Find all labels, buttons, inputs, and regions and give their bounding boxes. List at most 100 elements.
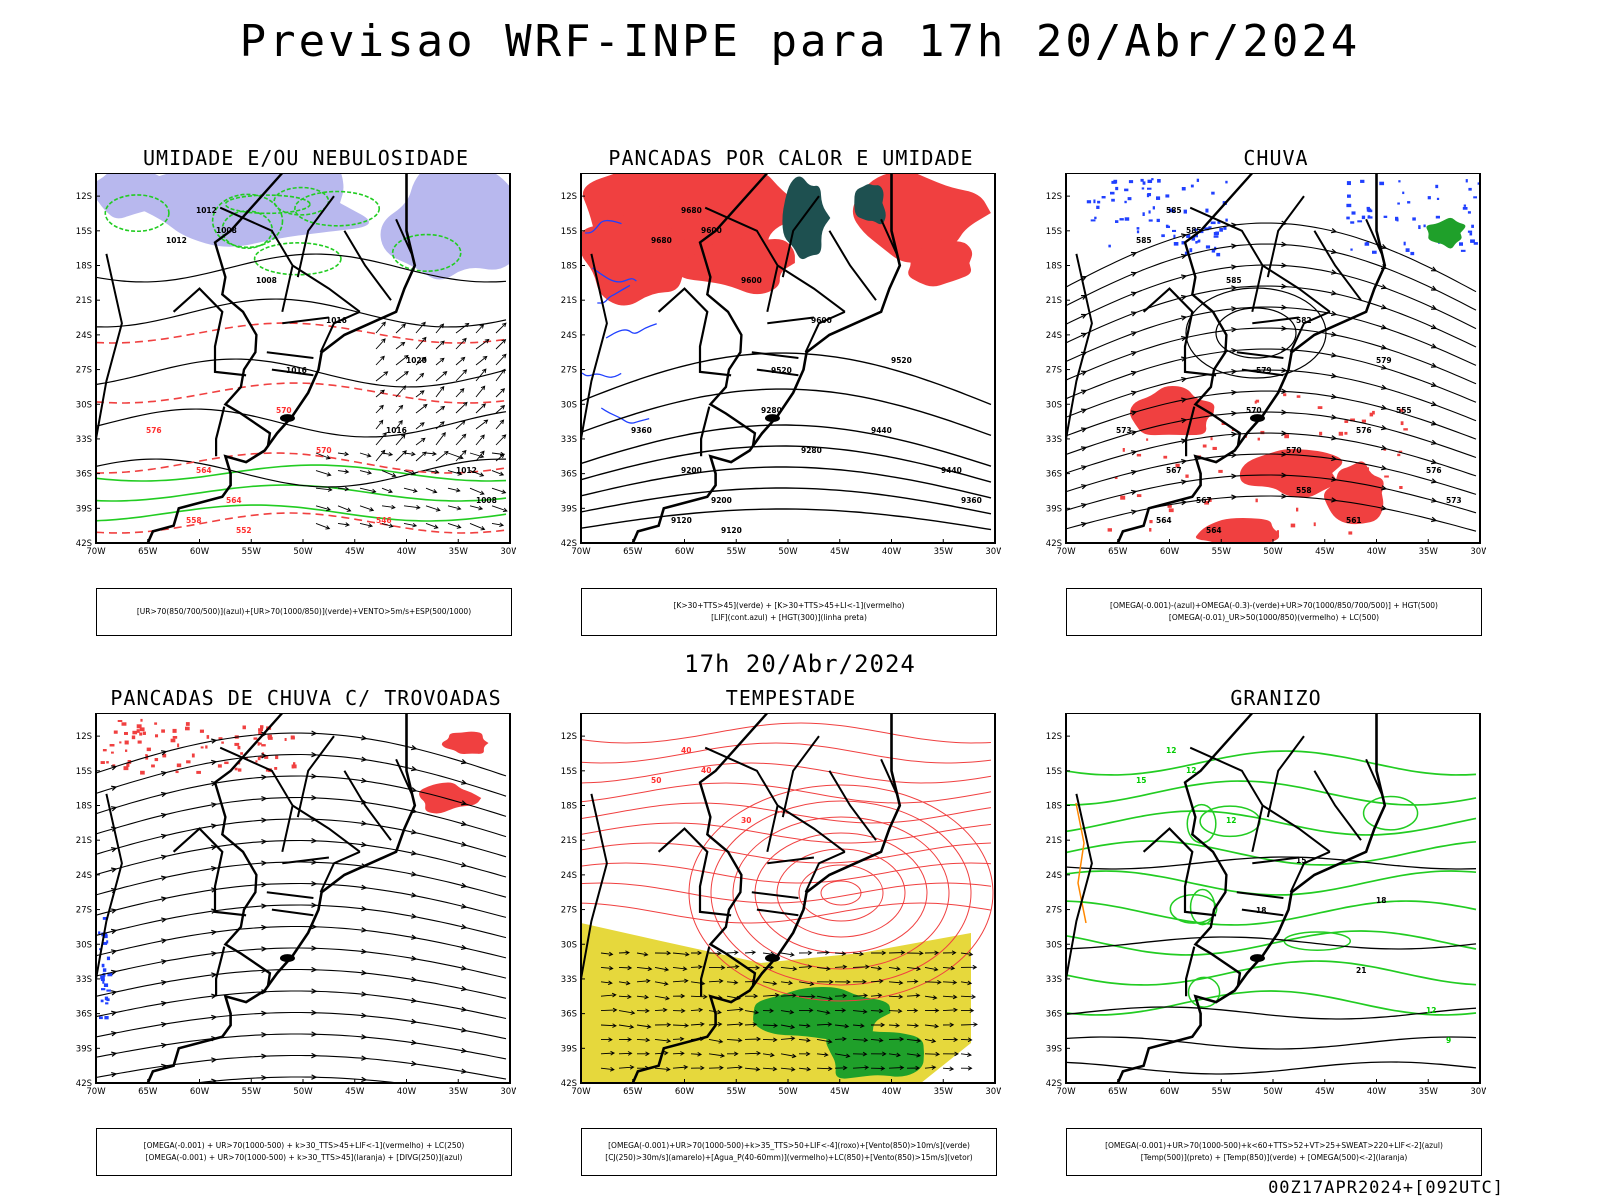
rain-area-red — [1257, 437, 1260, 441]
divergence-area-blue — [104, 1016, 109, 1020]
humidity-area-upper — [380, 173, 510, 280]
omega-area-blue — [1147, 193, 1152, 197]
wind-vector — [924, 1008, 940, 1013]
rain-area-red — [1350, 418, 1355, 422]
lat-tick-label: 12S — [561, 192, 577, 202]
omega-area-blue — [1473, 242, 1478, 245]
streamline — [96, 968, 507, 999]
wind-vector — [415, 321, 426, 334]
rain-area-red — [1372, 410, 1375, 415]
omega-area-blue — [1191, 236, 1196, 241]
streamline-arrow — [111, 1051, 118, 1057]
country-border — [213, 173, 284, 448]
rain-area-red — [1136, 494, 1142, 498]
wind-vector — [852, 951, 865, 957]
streamline-arrow — [411, 1060, 418, 1067]
storm-area-red — [111, 751, 114, 754]
rain-area-red — [1319, 431, 1323, 436]
storm-area-red — [264, 755, 269, 759]
lat-tick-label: 21S — [76, 836, 92, 846]
wind-vector — [672, 1051, 685, 1056]
rain-area-red — [1403, 428, 1408, 431]
wind-vector — [780, 980, 794, 986]
streamline-arrow — [1180, 294, 1188, 301]
storm-area-red — [255, 760, 258, 763]
omega-area-blue — [1173, 234, 1176, 239]
omega-area-blue — [1156, 196, 1161, 200]
contour-label: 9120 — [671, 516, 692, 525]
wind-vector — [780, 1066, 796, 1072]
omega-area-blue — [1205, 245, 1211, 249]
lat-tick-label: 42S — [561, 539, 577, 549]
streamline-850 — [798, 864, 884, 922]
lif-contour — [592, 267, 637, 283]
streamline-arrow — [1080, 503, 1088, 509]
contour-label: 567 — [1196, 496, 1212, 505]
streamline-arrow — [110, 949, 118, 955]
coastline — [1116, 173, 1439, 543]
map-border — [580, 713, 996, 1084]
wind-vector — [475, 355, 488, 366]
wind-vector — [924, 1051, 941, 1057]
wind-vector — [415, 372, 425, 382]
omega-area-blue — [1141, 187, 1145, 190]
rain-area-red — [1218, 469, 1223, 473]
storm-area-red — [106, 761, 109, 764]
map-granizo: 12 15 12 12 15 18 18 21 12 9 12S 15S 18S 21S 24S 27S 30S… — [1026, 713, 1486, 1113]
country-border — [698, 173, 769, 448]
contour-label: 546 — [376, 516, 392, 525]
lat-tick-label: 33S — [76, 975, 92, 985]
omega-area-blue — [1405, 248, 1410, 252]
lat-tick-label: 42S — [76, 1079, 92, 1089]
lat-tick-label: 36S — [1046, 470, 1062, 480]
streamline-arrow — [161, 938, 168, 944]
wind-vector — [834, 993, 848, 999]
country-border — [1066, 253, 1093, 440]
legend-line: [OMEGA(-0.001) + UR>70(1000-500) + k>30_… — [145, 1153, 463, 1162]
rain-area-red — [1120, 495, 1126, 500]
contour-label: 564 — [196, 466, 212, 475]
wind-vector — [425, 487, 438, 494]
contour-label: 12 — [1226, 816, 1236, 825]
wind-vector — [359, 452, 372, 458]
omega-area-blue — [1467, 230, 1473, 233]
omega-area-blue — [1161, 234, 1165, 238]
wind-vector — [415, 356, 427, 366]
legend-box: [OMEGA(-0.001)+UR>70(1000-500)+k<60+TTS>… — [1066, 1128, 1482, 1176]
streamline-arrow — [1080, 389, 1088, 395]
contour-label: 1012 — [196, 206, 217, 215]
lon-tick-label: 50W — [1263, 1087, 1283, 1097]
streamline-arrow — [1231, 452, 1238, 459]
storm-area-red — [275, 755, 279, 760]
lon-tick-label: 50W — [1263, 547, 1283, 557]
streamline — [1066, 285, 1477, 348]
wind-vector — [375, 449, 386, 462]
omega-area-blue — [1483, 193, 1485, 195]
wind-vector — [337, 451, 350, 457]
panel-title: PANCADAS DE CHUVA C/ TROVOADAS — [110, 686, 502, 710]
omega-area-blue — [1367, 215, 1371, 219]
humidity-contour-low — [104, 194, 170, 233]
streamline-arrow — [410, 871, 418, 877]
wind-vector — [798, 1051, 811, 1057]
omega-area-blue — [1410, 251, 1415, 256]
streamline-arrow — [1080, 521, 1088, 528]
legend-box: [OMEGA(-0.001)-(azul)+OMEGA(-0.3)-(verde… — [1066, 588, 1482, 636]
wind-vector — [375, 355, 385, 366]
country-border — [581, 793, 608, 980]
height-contour — [581, 352, 992, 406]
wind-vector — [395, 354, 409, 366]
temp850-contour — [1066, 810, 1477, 836]
streamline-arrow — [1430, 381, 1438, 387]
omega-area-blue — [1459, 242, 1464, 246]
streamline-arrow — [1181, 397, 1188, 403]
streamline-arrow — [361, 735, 368, 741]
contour-label: 585 — [1226, 276, 1242, 285]
streamline-arrow — [411, 913, 418, 919]
lagoon-shape — [764, 414, 780, 423]
wind-vector — [960, 964, 978, 970]
lat-tick-label: 30S — [1046, 940, 1062, 950]
rain-area-red — [1114, 476, 1118, 480]
omega-area-blue — [1142, 212, 1145, 216]
state-border — [1313, 770, 1362, 841]
